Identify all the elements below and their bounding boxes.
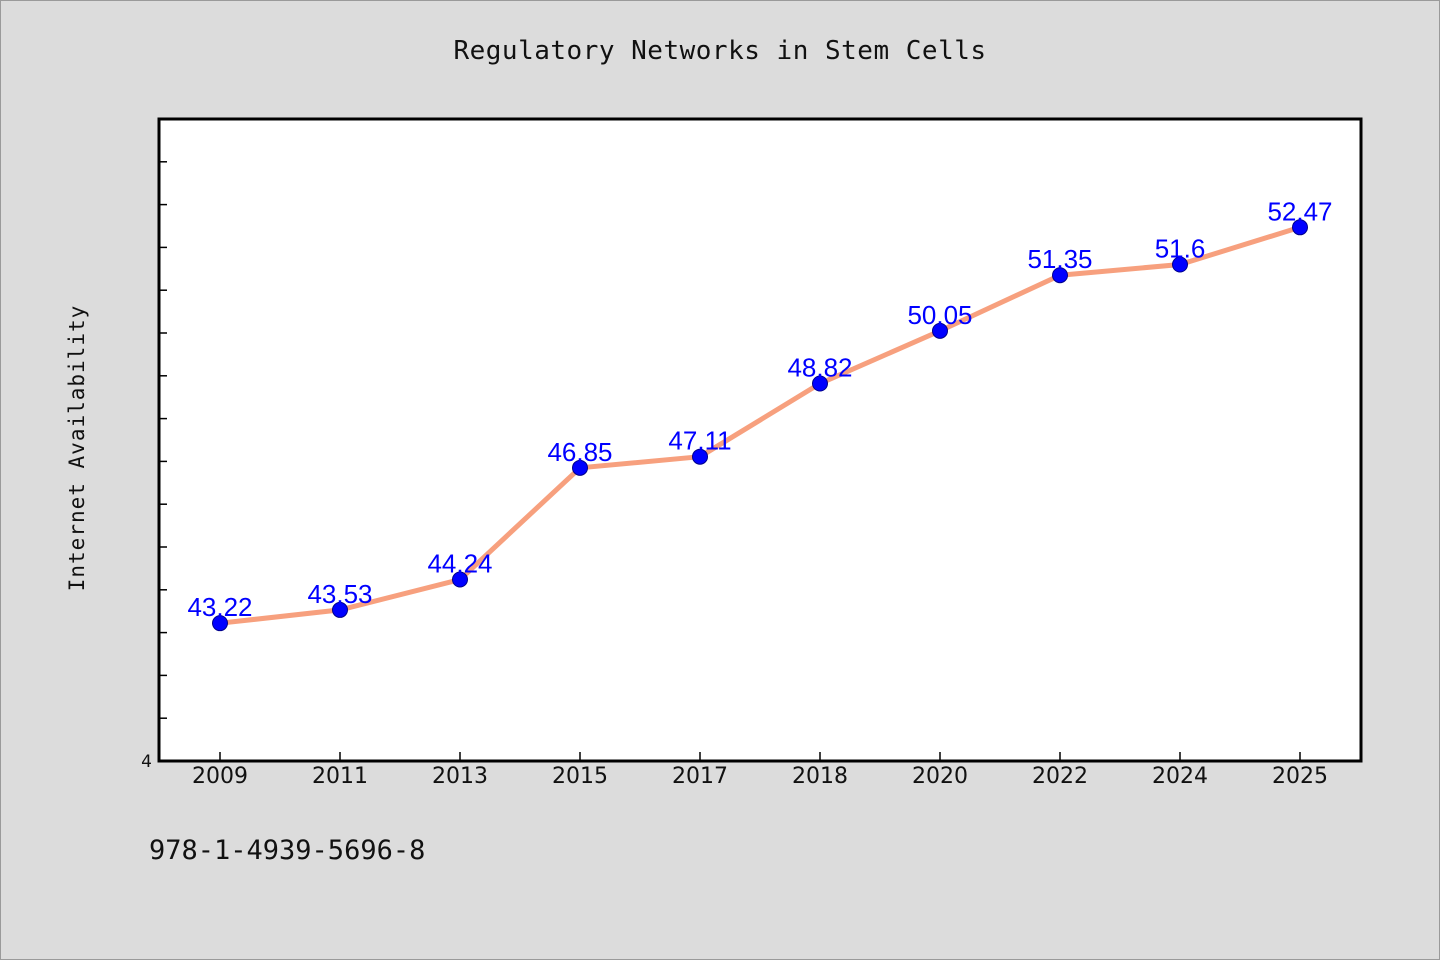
data-label: 46.85 [547, 437, 612, 467]
x-tick-label: 2013 [432, 764, 488, 789]
isbn-footer: 978-1-4939-5696-8 [149, 835, 426, 866]
data-point [572, 459, 588, 476]
data-label: 43.22 [187, 592, 252, 622]
data-point [1172, 256, 1188, 273]
x-tick-label: 2011 [312, 764, 368, 789]
data-label: 51.6 [1155, 234, 1206, 264]
x-tick-label: 2018 [792, 764, 848, 789]
data-labels: 43.22 43.53 44.24 46.85 47.11 48.82 50.05 51.35… [187, 196, 1332, 622]
data-point [1292, 219, 1308, 236]
y-tick-label: 4 [141, 752, 152, 772]
x-tick-label: 2009 [192, 764, 248, 789]
x-tick-label: 2025 [1272, 764, 1328, 789]
x-tick-label: 2020 [912, 764, 968, 789]
data-point [212, 615, 228, 632]
data-label: 50.05 [907, 300, 972, 330]
y-axis-ticks: 4 [141, 161, 167, 772]
data-label: 44.24 [427, 549, 492, 579]
x-axis-ticks: 2009 2011 2013 2015 2017 2018 2020 2022 2024 2025 [192, 752, 1328, 789]
x-tick-label: 2017 [672, 764, 728, 789]
plot-area [157, 117, 1363, 763]
data-label: 51.35 [1027, 244, 1092, 274]
data-label: 52.47 [1267, 196, 1332, 226]
x-tick-label: 2022 [1032, 764, 1088, 789]
data-point [1052, 267, 1068, 284]
data-point [932, 322, 948, 339]
data-label: 48.82 [787, 353, 852, 383]
x-tick-label: 2024 [1152, 764, 1208, 789]
series-markers [212, 219, 1308, 632]
data-label: 43.53 [307, 579, 372, 609]
data-point [812, 375, 828, 392]
x-tick-label: 2015 [552, 764, 608, 789]
data-point [332, 601, 348, 618]
chart-title: Regulatory Networks in Stem Cells [453, 36, 987, 66]
data-label: 47.11 [668, 426, 731, 456]
data-point [452, 571, 468, 588]
data-point [692, 448, 708, 465]
series-line [217, 224, 1303, 626]
